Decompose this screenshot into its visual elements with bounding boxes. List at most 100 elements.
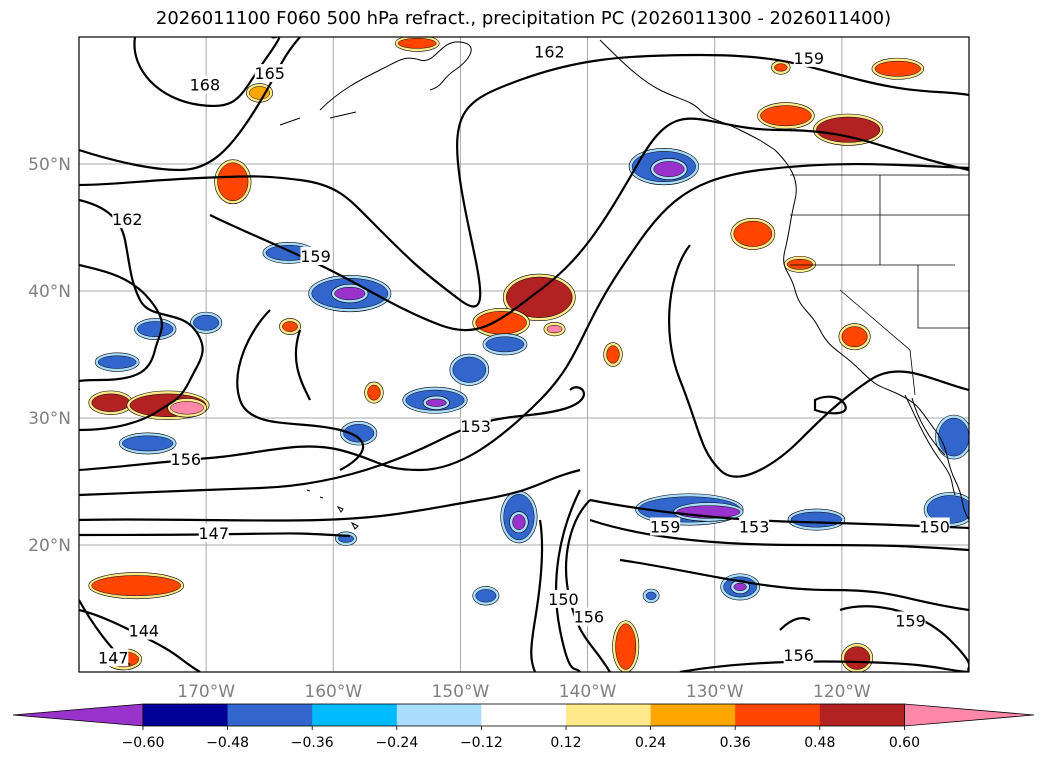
- hawaii-islands: [306, 489, 359, 530]
- contour-label-bg: [739, 517, 770, 536]
- colorbar-tick-label: −0.60: [122, 735, 165, 751]
- lon-tick-label: 120°W: [813, 682, 871, 702]
- alaska-coastline: [279, 39, 776, 151]
- contour-label-bg: [128, 621, 159, 640]
- contour-label: 144: [129, 622, 160, 641]
- precip-area: [475, 311, 527, 335]
- precip-area: [645, 591, 657, 600]
- precip-area: [844, 646, 871, 670]
- precip-area: [774, 63, 788, 72]
- lon-tick-label: 130°W: [686, 682, 744, 702]
- contour-label: 156: [171, 450, 202, 469]
- precip-area: [841, 326, 868, 348]
- contour-144: [79, 608, 201, 672]
- contour-156: [79, 162, 969, 472]
- lat-tick-label: 50°N: [28, 155, 71, 175]
- colorbar-segment: [396, 704, 482, 726]
- precip-area: [425, 398, 447, 407]
- lon-tick-label: 160°W: [304, 682, 362, 702]
- contour-label: 147: [198, 524, 229, 543]
- contour-label-bg: [300, 246, 331, 265]
- contour-label-bg: [170, 450, 201, 469]
- contour-label: 168: [190, 76, 221, 95]
- map-area: [79, 37, 969, 672]
- baja-coastline: [904, 394, 956, 496]
- contour-label-bg: [650, 517, 681, 536]
- map-frame: [78, 36, 970, 673]
- precip-area: [334, 286, 366, 301]
- colorbar-segment: [735, 704, 821, 726]
- precip-area: [91, 393, 131, 412]
- precip-area: [653, 161, 685, 177]
- contour-159-south: [555, 489, 969, 672]
- precip-area: [546, 325, 563, 334]
- precip-area: [343, 424, 375, 443]
- colorbar-tick-label: 0.48: [804, 735, 835, 751]
- precip-area: [217, 162, 249, 202]
- colorbar-tick-label: 0.12: [550, 735, 581, 751]
- precip-area: [733, 220, 773, 247]
- contour-162-west: [79, 198, 204, 432]
- precip-area: [615, 623, 637, 670]
- colorbar-tick-label: −0.12: [460, 735, 503, 751]
- lon-tick-label: 170°W: [177, 682, 235, 702]
- precip-area: [505, 276, 573, 318]
- precip-area: [606, 345, 620, 364]
- lat-tick-label: 30°N: [28, 409, 71, 429]
- contour-150: [79, 468, 969, 672]
- colorbar-tick-label: 0.24: [635, 735, 666, 751]
- colorbar-segment: [227, 704, 313, 726]
- contour-label: 153: [739, 517, 770, 536]
- precip-area: [121, 435, 174, 452]
- contour-159: [79, 117, 969, 390]
- contour-label: 159: [895, 611, 926, 630]
- colorbar-segment: [143, 704, 229, 726]
- contour-label: 156: [783, 646, 814, 665]
- contour-label: 150: [548, 590, 579, 609]
- contour-label: 156: [574, 608, 605, 627]
- contour-label-bg: [783, 645, 814, 664]
- contour-label: 147: [98, 648, 129, 667]
- precip-area: [475, 589, 497, 603]
- lat-tick-label: 40°N: [28, 282, 71, 302]
- contour-162-north: [79, 53, 969, 308]
- colorbar-extend-max: [904, 703, 1035, 727]
- precip-area: [760, 105, 812, 127]
- contour-label-bg: [895, 611, 926, 630]
- contour-label: 162: [112, 210, 143, 229]
- colorbar-segment: [481, 704, 567, 726]
- contour-label-bg: [573, 607, 604, 626]
- colorbar-extend-min: [12, 703, 144, 727]
- colorbar-tick-label: −0.36: [291, 735, 334, 751]
- contour-label-bg: [919, 517, 950, 536]
- colorbar-frame: [142, 703, 905, 727]
- chart-title: 2026011100 F060 500 hPa refract., precip…: [155, 8, 892, 29]
- precip-area: [938, 417, 969, 457]
- precip-area: [452, 356, 487, 383]
- precip-area: [91, 575, 181, 597]
- lon-tick-label: 140°W: [559, 682, 617, 702]
- precip-area: [170, 401, 204, 415]
- colorbar-tick-label: −0.24: [375, 735, 418, 751]
- precip-area: [97, 355, 137, 369]
- colorbar-segment: [312, 704, 398, 726]
- north-america-coastline: [774, 149, 969, 521]
- precip-area: [193, 314, 220, 331]
- contour-label: 165: [254, 64, 285, 83]
- contour-closed-small: [813, 395, 847, 415]
- contour-label-bg: [98, 648, 129, 667]
- precip-area: [816, 116, 881, 143]
- contour-label: 159: [300, 247, 331, 266]
- contour-label-bg: [254, 64, 285, 83]
- precip-area: [733, 582, 747, 591]
- lon-tick-label: 150°W: [432, 682, 490, 702]
- colorbar-segment: [819, 704, 905, 726]
- contour-168: [133, 37, 281, 107]
- colorbar-tick-label: 0.60: [889, 735, 920, 751]
- colorbar-segment: [566, 704, 652, 726]
- precip-area: [367, 384, 381, 401]
- contour-153: [79, 244, 969, 497]
- colorbar-tick-label: −0.48: [206, 735, 249, 751]
- precip-area: [282, 321, 298, 332]
